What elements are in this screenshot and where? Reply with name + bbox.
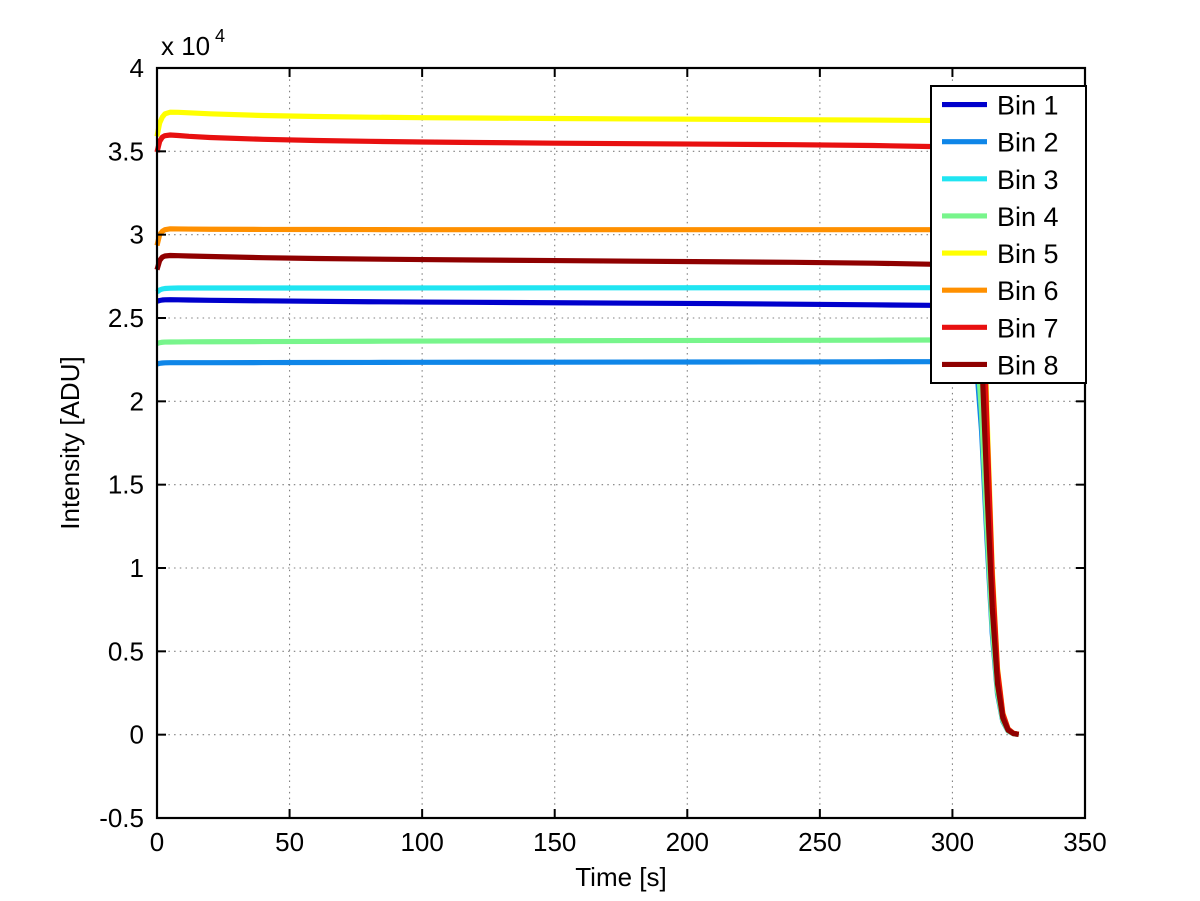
y-tick-label: 1.5 [108, 470, 144, 500]
series-line-bin-5 [154, 109, 1020, 737]
legend-label-bin-5[interactable]: Bin 5 [997, 239, 1059, 269]
y-tick-label: 2.5 [108, 303, 144, 333]
x-tick-label: 350 [1063, 827, 1106, 857]
y-axis-title: Intensity [ADU] [55, 356, 85, 529]
x-tick-label: 150 [533, 827, 576, 857]
y-axis-exponent-power: 4 [215, 26, 225, 46]
x-tick-label: 100 [400, 827, 443, 857]
y-tick-label: 2 [130, 386, 144, 416]
legend-box [930, 85, 1087, 384]
series-line-bin-3 [155, 284, 1020, 737]
legend-label-bin-2[interactable]: Bin 2 [997, 128, 1059, 158]
series-line-bin-4 [156, 337, 1020, 737]
y-tick-label: 0.5 [108, 636, 144, 666]
axis-frame [155, 66, 1087, 820]
legend-label-bin-1[interactable]: Bin 1 [997, 91, 1059, 121]
y-tick-label: 0 [130, 720, 144, 750]
y-tick-label: -0.5 [99, 803, 144, 833]
legend-label-bin-7[interactable]: Bin 7 [997, 313, 1059, 343]
y-tick-label: 3.5 [108, 136, 144, 166]
series-line-bin-7 [154, 132, 1020, 737]
legend-label-bin-8[interactable]: Bin 8 [997, 350, 1059, 380]
x-tick-label: 200 [666, 827, 709, 857]
x-tick-label: 0 [150, 827, 164, 857]
series-line-bin-2 [156, 358, 1020, 737]
y-tick-label: 1 [130, 553, 144, 583]
legend-label-bin-6[interactable]: Bin 6 [997, 276, 1059, 306]
legend-label-bin-3[interactable]: Bin 3 [997, 165, 1059, 195]
legend-label-bin-4[interactable]: Bin 4 [997, 202, 1059, 232]
x-tick-label: 50 [275, 827, 304, 857]
x-tick-label: 300 [931, 827, 974, 857]
y-axis-exponent-label: x 10 [161, 31, 210, 61]
x-axis-title: Time [s] [575, 862, 666, 892]
y-tick-label: 4 [130, 53, 144, 83]
series-line-bin-8 [154, 252, 1020, 737]
x-tick-label: 250 [798, 827, 841, 857]
y-tick-label: 3 [130, 220, 144, 250]
